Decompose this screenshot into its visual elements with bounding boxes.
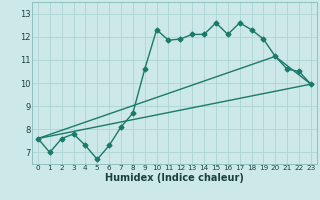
X-axis label: Humidex (Indice chaleur): Humidex (Indice chaleur) <box>105 173 244 183</box>
